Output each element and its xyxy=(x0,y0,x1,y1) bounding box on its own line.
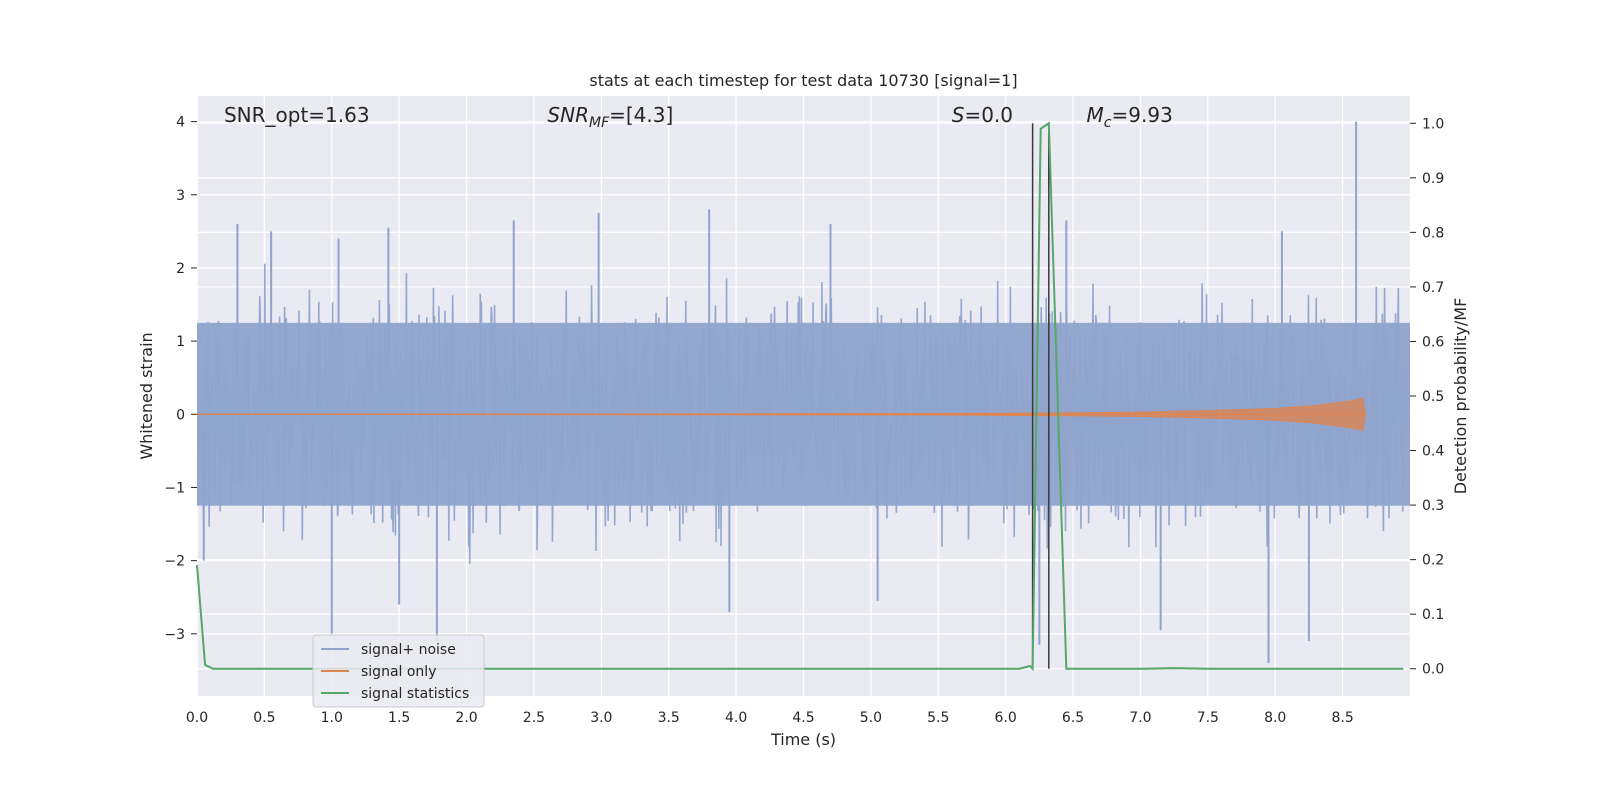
annotation: SNRMF=[4.3] xyxy=(547,103,673,131)
y-left-tick-label: −1 xyxy=(164,480,185,496)
y-left-tick-label: −3 xyxy=(164,627,185,643)
annotation: SNR_opt=1.63 xyxy=(224,103,370,127)
x-tick-label: 6.5 xyxy=(1062,710,1084,726)
y-right-tick-label: 0.7 xyxy=(1422,280,1444,296)
series-signal-statistics xyxy=(196,121,1404,672)
y-right-tick-label: 0.4 xyxy=(1422,444,1444,460)
legend-label: signal statistics xyxy=(361,686,469,702)
y-left-tick-label: 4 xyxy=(176,115,185,131)
y-right-tick-label: 0.2 xyxy=(1422,553,1444,569)
x-tick-label: 1.5 xyxy=(388,710,410,726)
y-left-tick-label: 2 xyxy=(176,261,185,277)
x-tick-label: 3.5 xyxy=(658,710,680,726)
y-left-tick-label: 1 xyxy=(176,334,185,350)
legend-label: signal only xyxy=(361,664,436,680)
x-tick-label: 4.0 xyxy=(725,710,747,726)
legend-label: signal+ noise xyxy=(361,642,456,658)
x-tick-label: 0.5 xyxy=(253,710,275,726)
y-right-tick-label: 1.0 xyxy=(1422,116,1444,132)
y-right-tick-label: 0.5 xyxy=(1422,389,1444,405)
annotation: Mc=9.93 xyxy=(1087,103,1173,131)
annotations: SNR_opt=1.63 SNRMF=[4.3] S=0.0 Mc=9.93 xyxy=(224,103,1173,131)
y-right-tick-label: 0.3 xyxy=(1422,498,1444,514)
x-tick-label: 2.0 xyxy=(455,710,477,726)
x-tick-label: 0.0 xyxy=(186,710,208,726)
y-right-tick-label: 0.0 xyxy=(1422,662,1444,678)
x-tick-label: 3.0 xyxy=(590,710,612,726)
x-axis-label: Time (s) xyxy=(770,730,836,749)
annotation: S=0.0 xyxy=(952,103,1013,127)
y-left-tick-label: 3 xyxy=(176,188,185,204)
x-tick-label: 1.0 xyxy=(321,710,343,726)
x-tick-label: 8.5 xyxy=(1331,710,1353,726)
x-tick-label: 7.0 xyxy=(1129,710,1151,726)
vertical-markers xyxy=(1031,123,1050,669)
y-right-tick-label: 0.6 xyxy=(1422,334,1444,350)
legend-box xyxy=(312,634,485,708)
series-signal-only xyxy=(197,397,1367,431)
y-right-tick-label: 0.9 xyxy=(1422,171,1444,187)
x-tick-label: 2.5 xyxy=(523,710,545,726)
y-right-tick-label: 0.1 xyxy=(1422,607,1444,623)
y-axis-label-right: Detection probability/MF xyxy=(1451,298,1470,495)
y-left-tick-label: −2 xyxy=(164,554,185,570)
y-axis-label-left: Whitened strain xyxy=(137,332,156,459)
signal-statistics-line xyxy=(196,121,1404,672)
x-tick-label: 5.0 xyxy=(860,710,882,726)
axis-ticks: 0.0 0.5 1.0 1.5 2.0 2.5 3.0 3.5 4.0 4.5 5.0 5.5 6.0 6… xyxy=(164,115,1444,726)
x-tick-label: 6.0 xyxy=(995,710,1017,726)
x-tick-label: 7.5 xyxy=(1197,710,1219,726)
x-tick-label: 8.0 xyxy=(1264,710,1286,726)
x-tick-label: 4.5 xyxy=(792,710,814,726)
chart-title: stats at each timestep for test data 107… xyxy=(589,71,1017,90)
x-tick-label: 5.5 xyxy=(927,710,949,726)
y-right-tick-label: 0.8 xyxy=(1422,225,1444,241)
legend: signal+ noise signal only signal statistic… xyxy=(312,634,485,708)
y-left-tick-label: 0 xyxy=(176,407,185,423)
